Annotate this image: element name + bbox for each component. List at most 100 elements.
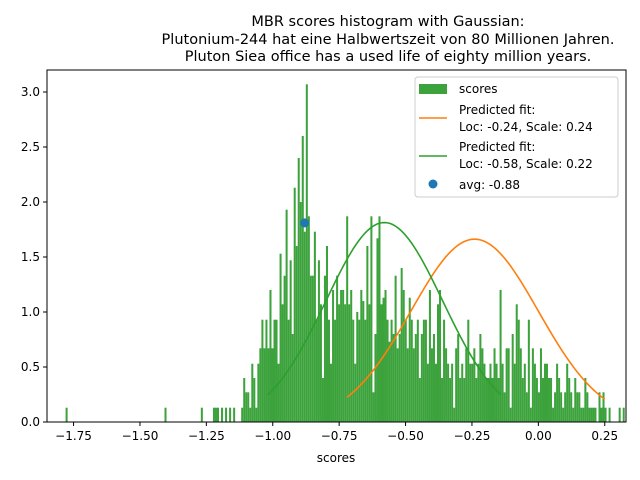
histogram-bar xyxy=(445,348,448,422)
histogram-bar xyxy=(481,348,484,422)
histogram-bar xyxy=(257,363,260,422)
histogram-bar xyxy=(487,378,490,422)
histogram-bar xyxy=(336,275,339,422)
legend: scores Predicted fit: Loc: -0.24, Scale:… xyxy=(414,76,619,198)
histogram-bar xyxy=(319,304,322,422)
histogram-bar xyxy=(570,392,573,422)
histogram-bar xyxy=(515,304,518,422)
histogram-bar xyxy=(261,319,264,422)
histogram-bar xyxy=(578,392,581,422)
histogram-bar xyxy=(511,334,514,422)
histogram-bar xyxy=(505,348,508,422)
histogram-bar xyxy=(352,319,355,422)
y-tick-label: 3.0 xyxy=(21,85,40,99)
histogram-bar xyxy=(344,304,347,422)
histogram-bar xyxy=(467,319,470,422)
histogram-bar xyxy=(443,319,446,422)
fit-curve-1 xyxy=(346,238,606,400)
histogram-bar xyxy=(541,378,544,422)
histogram-bar xyxy=(507,348,510,422)
histogram-bar xyxy=(279,253,282,422)
y-tick-label: 0.5 xyxy=(21,360,40,374)
histogram-bar xyxy=(503,392,506,422)
histogram-bar xyxy=(277,363,280,422)
fit-curve-2 xyxy=(266,221,502,396)
x-tick-label: 0.00 xyxy=(525,429,552,443)
histogram-bar xyxy=(311,275,314,422)
histogram-bar xyxy=(225,407,228,422)
histogram-bar xyxy=(229,407,232,422)
histogram-bar xyxy=(422,319,425,422)
histogram-bar xyxy=(489,363,492,422)
histogram-bar xyxy=(372,392,375,422)
histogram-bar xyxy=(418,378,421,422)
histogram-bar xyxy=(517,319,520,422)
histogram-bar xyxy=(356,312,359,422)
histogram-bar xyxy=(539,348,542,422)
chart-title-line-1: MBR scores histogram with Gaussian: xyxy=(251,14,524,30)
y-tick-label: 1.5 xyxy=(21,250,40,264)
histogram-bar xyxy=(426,363,429,422)
histogram-bar xyxy=(384,290,387,422)
histogram-bar xyxy=(295,246,298,422)
histogram-bar xyxy=(342,290,345,422)
histogram-bar xyxy=(622,407,625,422)
histogram-bar xyxy=(253,378,256,422)
histogram-bar xyxy=(441,378,444,422)
histogram-bar xyxy=(269,290,272,422)
histogram-bar xyxy=(214,407,217,422)
legend-label-fit-2-line-2: Loc: -0.58, Scale: 0.22 xyxy=(459,157,593,171)
histogram-bar xyxy=(455,348,458,422)
histogram-bar xyxy=(340,290,343,422)
histogram-bar xyxy=(65,407,68,422)
x-tick-label: −1.25 xyxy=(188,429,225,443)
histogram-bar xyxy=(501,363,504,422)
histogram-bar xyxy=(471,363,474,422)
histogram-bar xyxy=(584,378,587,422)
histogram-bar xyxy=(281,304,284,422)
x-tick-label: −0.75 xyxy=(321,429,358,443)
histogram-bar xyxy=(576,392,579,422)
histogram-bar xyxy=(221,407,224,422)
histogram-bar xyxy=(600,407,603,422)
histogram-bar xyxy=(303,231,306,422)
histogram-bar xyxy=(535,378,538,422)
histogram-bar xyxy=(493,348,496,422)
histogram-bar xyxy=(439,290,442,422)
histogram-bar xyxy=(388,341,391,422)
histogram-bar xyxy=(263,348,266,422)
x-axis-ticks: −1.75 −1.50 −1.25 −1.00 −0.75 −0.50 −0.25 0.00 0… xyxy=(55,422,618,443)
histogram-bar xyxy=(564,392,567,422)
histogram-bar xyxy=(566,363,569,422)
histogram-bar xyxy=(602,392,605,422)
histogram-bar xyxy=(598,392,601,422)
histogram-bar xyxy=(273,319,276,422)
x-tick-label: −1.50 xyxy=(122,429,159,443)
histogram-bar xyxy=(313,231,316,422)
histogram-bar xyxy=(449,378,452,422)
histogram-bar xyxy=(289,260,292,422)
histogram-bar xyxy=(317,260,320,422)
histogram-bar xyxy=(529,407,532,422)
legend-label-avg: avg: -0.88 xyxy=(459,178,520,192)
y-tick-label: 2.5 xyxy=(21,140,40,154)
histogram-bar xyxy=(390,319,393,422)
histogram-bar xyxy=(618,407,621,422)
histogram-bar xyxy=(550,378,553,422)
histogram-bar xyxy=(164,407,167,422)
histogram-bar xyxy=(533,363,536,422)
histogram-bar xyxy=(558,378,561,422)
histogram-bar xyxy=(350,290,353,422)
histogram-bar xyxy=(424,319,427,422)
legend-label-fit-2-line-1: Predicted fit: xyxy=(459,140,535,154)
histogram-bar xyxy=(271,348,274,422)
histogram-bar xyxy=(479,334,482,422)
histogram-bar xyxy=(293,187,296,422)
histogram-bar xyxy=(412,348,415,422)
histogram-bar xyxy=(297,158,300,422)
histogram-bar xyxy=(588,407,591,422)
histogram-bar xyxy=(301,136,304,422)
histogram-bar xyxy=(406,348,409,422)
histogram-bar xyxy=(453,407,456,422)
